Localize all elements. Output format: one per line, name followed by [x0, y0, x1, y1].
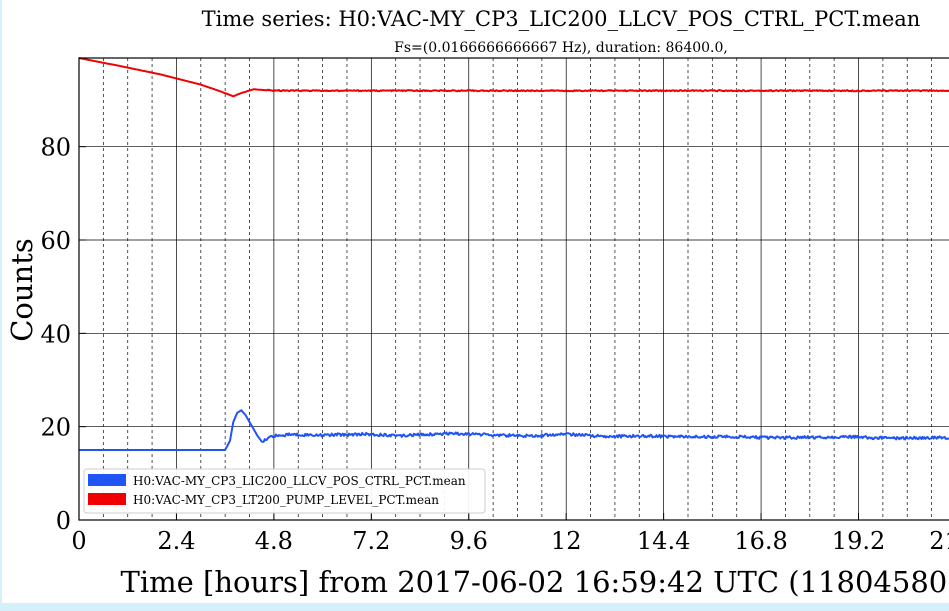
x-tick-label: 19.2 — [832, 527, 885, 555]
y-tick-label: 40 — [40, 320, 71, 348]
plot-border — [78, 57, 949, 521]
x-tick-label: 4.8 — [255, 527, 293, 555]
x-tick-label: 14.4 — [637, 527, 690, 555]
legend: H0:VAC-MY_CP3_LIC200_LLCV_POS_CTRL_PCT.m… — [83, 468, 486, 514]
axis-ticks: 0 2.4 4.8 7.2 9.6 12 14.4 16.8 19.2 21.6 0 20 40 60 80 — [40, 134, 949, 555]
x-tick-label: 7.2 — [352, 527, 390, 555]
grid-lines — [79, 58, 949, 520]
series-line-0 — [79, 409, 949, 451]
chart-title: Time series: H0:VAC-MY_CP3_LIC200_LLCV_P… — [202, 7, 921, 31]
legend-label-lt200: H0:VAC-MY_CP3_LT200_PUMP_LEVEL_PCT.mean — [133, 493, 439, 507]
legend-swatch-lic200 — [88, 474, 126, 486]
x-tick-label: 9.6 — [450, 527, 488, 555]
y-tick-label: 80 — [40, 134, 71, 162]
x-tick-label: 2.4 — [157, 527, 195, 555]
x-tick-label: 16.8 — [734, 527, 787, 555]
y-tick-label: 60 — [40, 227, 71, 255]
x-tick-label: 12 — [551, 527, 582, 555]
y-tick-label: 20 — [40, 414, 71, 442]
series-lines — [78, 57, 949, 451]
chart-subtitle: Fs=(0.0166666666667 Hz), duration: 86400… — [394, 40, 728, 56]
x-tick-label: 21.6 — [929, 527, 949, 555]
x-tick-label: 0 — [71, 527, 86, 555]
y-axis-label: Counts — [5, 238, 39, 342]
legend-swatch-lt200 — [88, 493, 126, 505]
legend-label-lic200: H0:VAC-MY_CP3_LIC200_LLCV_POS_CTRL_PCT.m… — [133, 474, 466, 488]
y-tick-label: 0 — [56, 507, 71, 535]
x-axis-label: Time [hours] from 2017-06-02 16:59:42 UT… — [121, 565, 949, 599]
series-line-1 — [78, 57, 949, 98]
legend-box — [83, 468, 486, 514]
